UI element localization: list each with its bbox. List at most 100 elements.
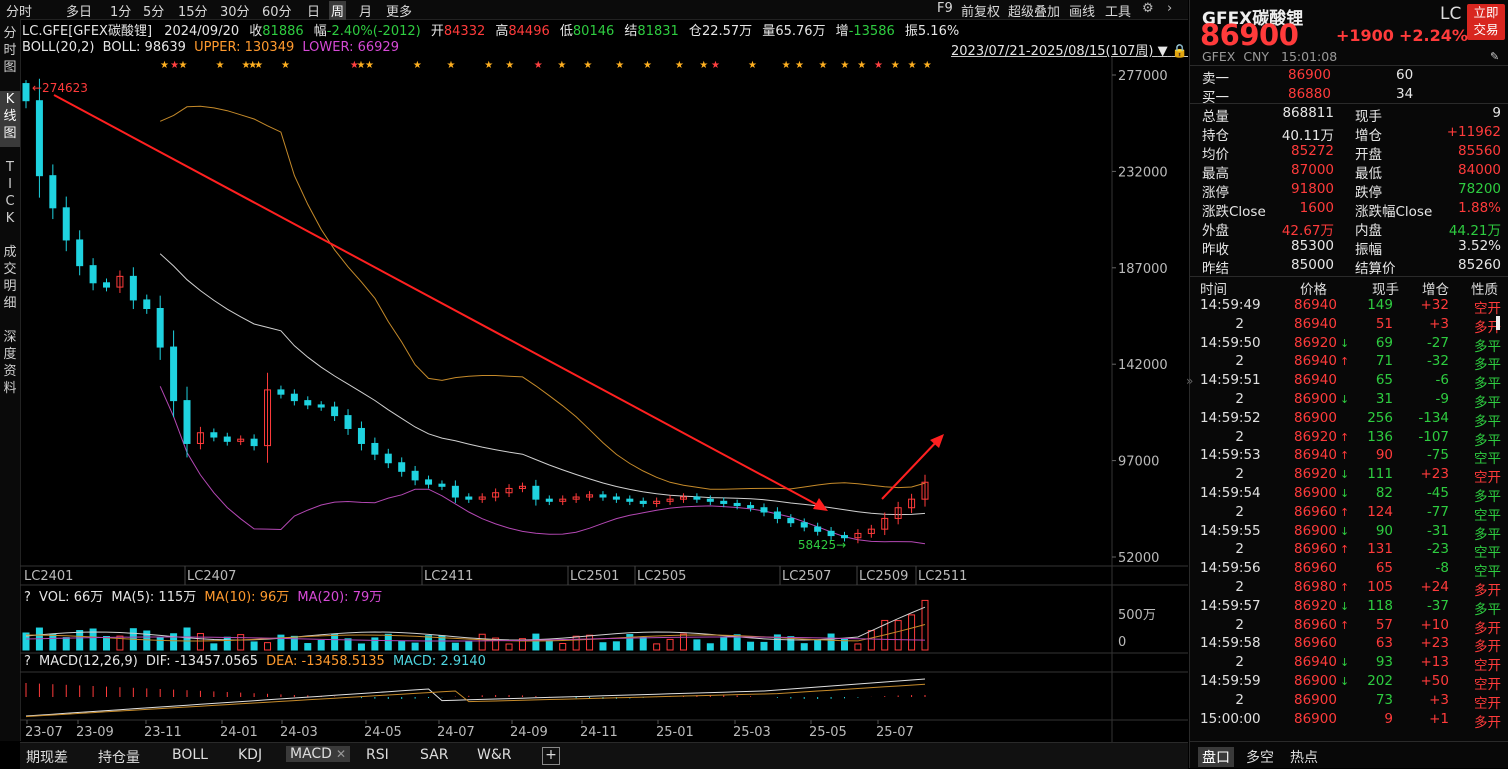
- volume-bar: [411, 642, 419, 651]
- trade-time: 2: [1235, 315, 1244, 332]
- period-tab-15min[interactable]: 15分: [178, 5, 208, 20]
- edit-icon[interactable]: ✎: [1490, 50, 1500, 63]
- candle-body: [679, 496, 687, 500]
- trade-vol: 136: [1367, 428, 1393, 445]
- period-tab-week[interactable]: 周: [329, 1, 347, 20]
- x-date-label: 24-01: [220, 725, 258, 740]
- kline-chart[interactable]: 277000 232000 187000 142000 97000 52000 ←27462…: [20, 57, 1188, 742]
- trade-oi: +3: [1429, 315, 1449, 332]
- trade-vol: 71: [1375, 353, 1393, 370]
- vol-tick-label: 500万: [1118, 608, 1156, 623]
- candle-body: [223, 436, 231, 442]
- trade-arrow-icon: ↑: [1340, 581, 1350, 594]
- dropdown-triangle-icon[interactable]: ▼: [1157, 44, 1168, 59]
- tab-hot[interactable]: 热点: [1290, 750, 1318, 766]
- stat-value: 85260: [1458, 257, 1501, 273]
- adjust-button[interactable]: 前复权: [961, 5, 1001, 20]
- event-star-icon: ★: [908, 60, 917, 71]
- tab-orderbook[interactable]: 盘口: [1198, 747, 1234, 767]
- x-date-label: 24-03: [280, 725, 318, 740]
- period-tab-multiday[interactable]: 多日: [66, 5, 93, 20]
- trade-oi: +24: [1420, 579, 1450, 595]
- volume-bar: [800, 643, 808, 651]
- stat-label: 总量: [1202, 109, 1229, 125]
- trade-row: 2 86940 ↓ 93 +13 空开: [1190, 653, 1508, 674]
- f9-button[interactable]: F9: [937, 1, 953, 16]
- volume-bar: [679, 633, 687, 651]
- volume-bar: [344, 638, 352, 651]
- volume-bar: [223, 636, 231, 651]
- view-tab-trade-detail[interactable]: 成 交 明 细: [3, 245, 17, 311]
- tab-sar[interactable]: SAR: [420, 747, 449, 763]
- trade-type: 空开: [1474, 470, 1501, 487]
- overlay-button[interactable]: 超级叠加: [1008, 5, 1061, 20]
- volume-bar: [398, 640, 406, 651]
- tab-long-short[interactable]: 多空: [1246, 750, 1274, 766]
- volume-bar: [156, 637, 164, 651]
- vol-help-icon[interactable]: ?: [24, 590, 31, 605]
- draw-button[interactable]: 画线: [1069, 5, 1096, 20]
- trade-type: 多平: [1474, 526, 1501, 543]
- tab-rsi[interactable]: RSI: [366, 747, 389, 763]
- period-tab-30min[interactable]: 30分: [220, 5, 250, 20]
- period-tab-fenshi[interactable]: 分时: [6, 5, 33, 20]
- collapse-arrow-icon[interactable]: »: [1186, 374, 1194, 388]
- candle-body: [814, 526, 822, 532]
- contract-label: LC2407: [187, 569, 236, 584]
- period-tab-5min[interactable]: 5分: [143, 5, 165, 20]
- volume-bar: [264, 642, 272, 651]
- period-tab-day[interactable]: 日: [307, 5, 321, 20]
- stat-value: 85000: [1291, 257, 1334, 273]
- tab-boll[interactable]: BOLL: [172, 747, 208, 763]
- period-tab-month[interactable]: 月: [359, 5, 373, 20]
- trade-type: 多平: [1474, 357, 1501, 374]
- date-range[interactable]: 2023/07/21-2025/08/15(107周) ▼ 🔒: [951, 40, 1188, 59]
- vol-ma5-line: [25, 606, 926, 641]
- tools-button[interactable]: 工具: [1105, 5, 1132, 20]
- candle-body: [545, 498, 553, 502]
- trade-vol: 69: [1375, 334, 1393, 351]
- event-star-icon: ★: [254, 60, 263, 71]
- macd-help-icon[interactable]: ?: [24, 654, 31, 669]
- period-tab-1min[interactable]: 1分: [110, 5, 132, 20]
- volume-bar: [331, 633, 339, 651]
- scrollbar-thumb[interactable]: [1496, 316, 1500, 330]
- lock-icon[interactable]: 🔒: [1171, 44, 1188, 59]
- trade-price: 86900: [1294, 522, 1337, 539]
- trade-time: 14:59:49: [1200, 297, 1261, 313]
- view-tab-fenshi[interactable]: 分 时 图: [3, 26, 17, 75]
- trade-row: 14:59:55 86900 ↓ 90 -31 多平: [1190, 522, 1508, 543]
- view-tab-kline[interactable]: K 线 图: [0, 91, 20, 147]
- tab-basis[interactable]: 期现差: [26, 750, 68, 766]
- tab-macd[interactable]: MACD ✕: [286, 746, 351, 762]
- trade-row: 2 86940 ↑ 71 -32 多平: [1190, 352, 1508, 374]
- trade-arrow-icon: ↓: [1340, 599, 1350, 613]
- volume-bar: [545, 640, 553, 651]
- x-date-label: 23-07: [25, 725, 63, 740]
- volume-bar: [451, 642, 459, 651]
- trade-row: 14:59:53 86940 ↑ 90 -75 空平: [1190, 446, 1508, 467]
- trade-vol: 73: [1375, 691, 1393, 708]
- trade-oi: -37: [1426, 597, 1449, 614]
- candle-body: [760, 507, 768, 513]
- close-icon[interactable]: ✕: [335, 747, 347, 761]
- view-tab-tick[interactable]: T I C K: [5, 160, 15, 226]
- gear-icon[interactable]: ⚙: [1142, 1, 1154, 16]
- chevron-right-icon[interactable]: ›: [1167, 1, 1173, 16]
- view-tab-depth[interactable]: 深 度 资 料: [3, 330, 17, 396]
- trade-type: 多开: [1474, 319, 1501, 336]
- tab-open-interest[interactable]: 持仓量: [98, 750, 140, 766]
- trade-price: 86920: [1294, 466, 1337, 483]
- stat-label: 现手: [1355, 109, 1382, 125]
- tab-kdj[interactable]: KDJ: [238, 747, 263, 763]
- period-tab-more[interactable]: 更多: [386, 5, 413, 20]
- trade-now-button[interactable]: 立即 交易: [1467, 4, 1505, 40]
- tab-wr[interactable]: W&R: [477, 747, 512, 763]
- trade-price: 86940: [1294, 654, 1337, 671]
- candle-body: [626, 498, 634, 502]
- add-tab-icon[interactable]: +: [542, 747, 560, 765]
- trade-vol: 57: [1375, 616, 1393, 633]
- period-tab-60min[interactable]: 60分: [262, 5, 292, 20]
- event-star-icon: ★: [923, 60, 932, 71]
- x-date-label: 25-03: [733, 725, 771, 740]
